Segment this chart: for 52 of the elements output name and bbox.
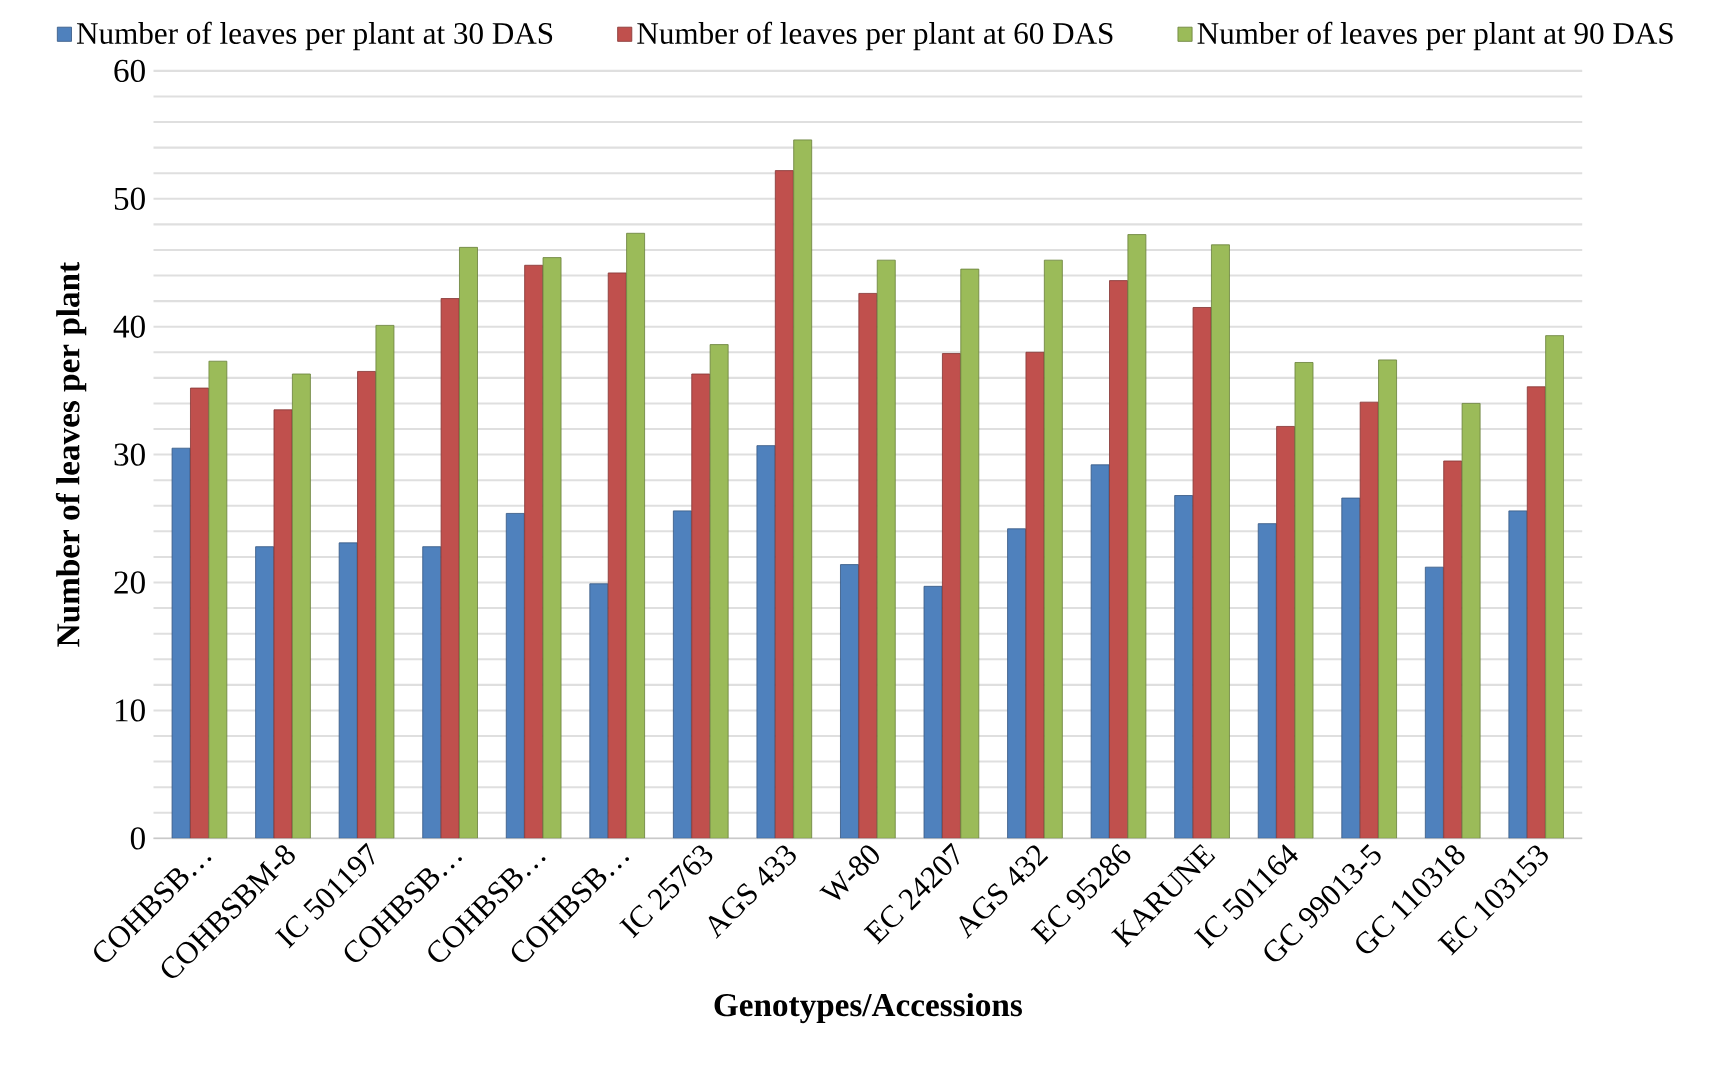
bar [1174, 495, 1194, 839]
bar [422, 546, 442, 839]
bar [1090, 464, 1110, 839]
bar [589, 583, 609, 839]
bar [876, 259, 896, 839]
bar [255, 546, 275, 839]
y-tick-label: 60 [114, 59, 145, 83]
bar [1424, 566, 1444, 839]
bar [1526, 386, 1546, 839]
bar [960, 268, 980, 839]
bar [607, 272, 627, 839]
bar [1109, 280, 1128, 839]
bar [524, 265, 544, 839]
bar [626, 233, 646, 839]
bar [208, 361, 228, 839]
bar [756, 445, 776, 839]
bar [1443, 460, 1463, 839]
bar [459, 247, 478, 839]
y-axis-title: Number of leaves per plant [55, 262, 87, 647]
bar [1508, 510, 1528, 839]
bar [793, 139, 813, 839]
y-tick-label: 50 [114, 187, 145, 211]
bar [338, 542, 358, 839]
bar [840, 564, 859, 839]
bar [1276, 426, 1296, 839]
legend-label: Number of leaves per plant at 90 DAS [1197, 21, 1673, 51]
bar [691, 373, 711, 839]
bar [1007, 528, 1027, 839]
bar [291, 373, 311, 839]
bar [941, 353, 961, 839]
bar [1378, 359, 1397, 839]
bar [1043, 259, 1063, 839]
bar [1545, 335, 1565, 839]
bar [171, 447, 191, 839]
legend-label: Number of leaves per plant at 30 DAS [76, 21, 553, 51]
y-tick-label: 0 [130, 827, 145, 850]
y-tick-label: 30 [114, 443, 145, 466]
bar [672, 510, 692, 839]
y-tick-label: 10 [115, 699, 145, 722]
y-tick-label: 20 [114, 571, 145, 594]
bar [1359, 401, 1379, 839]
bar [1341, 497, 1361, 839]
x-axis-title: Genotypes/Accessions [714, 993, 1022, 1024]
bar [1211, 244, 1230, 839]
bar [357, 371, 376, 839]
bar [923, 586, 943, 839]
y-tick-label: 40 [113, 315, 145, 339]
bar [190, 387, 209, 839]
bar [774, 170, 794, 839]
bar [1257, 523, 1277, 839]
bar [505, 513, 525, 839]
legend-label: Number of leaves per plant at 60 DAS [637, 21, 1113, 51]
